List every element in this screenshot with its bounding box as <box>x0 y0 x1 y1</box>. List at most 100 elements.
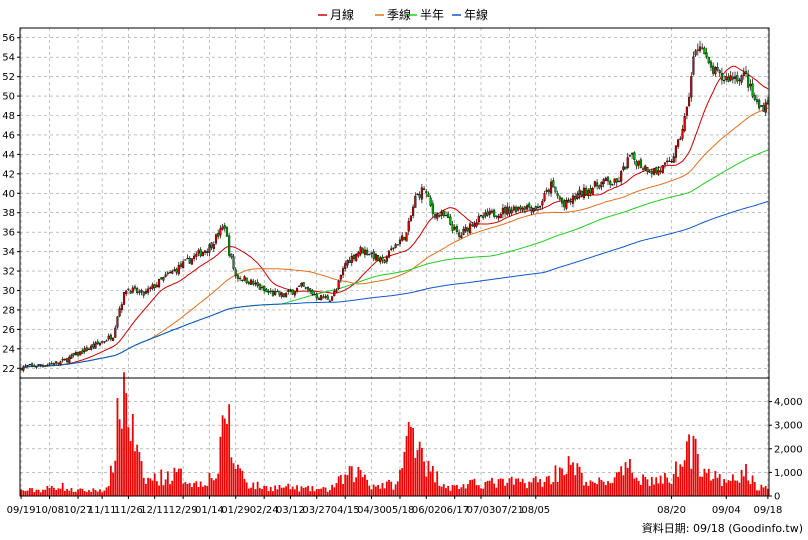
volume-bar <box>44 489 47 496</box>
candle-down <box>352 254 356 260</box>
candle-down <box>33 365 36 367</box>
candle-down <box>142 291 145 296</box>
volume-bar <box>348 466 351 496</box>
date-tick-label: 12/11 <box>140 505 169 516</box>
volume-bar <box>291 486 294 496</box>
volume-bar <box>355 477 358 496</box>
volume-bar <box>753 482 756 496</box>
candle-up <box>545 189 548 192</box>
candle-down <box>530 207 533 212</box>
candle-up <box>201 251 204 257</box>
volume-bar <box>558 467 561 496</box>
candle-down <box>306 286 310 290</box>
volume-bar <box>756 490 758 496</box>
candle-down <box>709 61 713 68</box>
date-tick-label: 09/19 <box>7 505 36 516</box>
volume-bar <box>670 483 673 496</box>
candle-down <box>738 79 741 81</box>
candle-up <box>565 200 568 209</box>
candle-down <box>514 206 518 213</box>
candle-up <box>674 145 677 158</box>
volume-bar <box>50 485 53 496</box>
volume-bar <box>760 484 763 496</box>
candle-down <box>427 193 430 198</box>
candle-up <box>114 327 117 338</box>
ma-line-240 <box>20 200 769 371</box>
candle-up <box>41 365 45 367</box>
candle-down <box>744 71 748 75</box>
volume-bar <box>523 483 526 496</box>
volume-tick-label: 0 <box>774 492 780 503</box>
candle-up <box>147 288 150 293</box>
plot-frames <box>19 27 770 497</box>
volume-bar <box>569 464 572 496</box>
volume-bar <box>70 488 73 496</box>
volume-bar <box>208 472 211 496</box>
volume-bar <box>217 473 220 496</box>
volume-bar <box>552 481 555 496</box>
candle-up <box>171 271 174 274</box>
volume-bar <box>639 484 642 496</box>
candle-up <box>24 365 27 367</box>
candle-down <box>633 152 636 160</box>
volume-bar <box>155 481 158 496</box>
volume-bar <box>64 490 66 496</box>
volume-bar <box>745 464 747 496</box>
price-tick-label: 34 <box>2 247 15 258</box>
volume-bar <box>517 478 520 496</box>
candle-down <box>258 283 261 290</box>
volume-bar <box>300 486 303 496</box>
volume-bar <box>368 485 371 496</box>
volume-bar <box>151 480 154 496</box>
volume-bar <box>464 488 467 496</box>
candle-up <box>320 295 323 301</box>
volume-bar <box>90 491 93 496</box>
volume-bar <box>550 484 552 496</box>
volume-bar <box>177 468 180 496</box>
volume-bar <box>734 480 736 496</box>
volume-bar <box>197 486 200 496</box>
volume-bar <box>293 489 296 496</box>
volume-bar <box>228 404 231 496</box>
volume-bar <box>677 476 680 496</box>
date-tick-label: 09/04 <box>712 505 741 516</box>
candle-up <box>543 193 546 202</box>
volume-bar <box>263 485 266 496</box>
candle-up <box>331 296 334 301</box>
candle-up <box>462 228 465 236</box>
volume-bar <box>762 487 765 496</box>
volume-bar <box>486 480 489 496</box>
volume-bar <box>604 484 607 496</box>
volume-bar <box>134 451 136 496</box>
candle-up <box>346 260 349 266</box>
candle-up <box>532 208 535 213</box>
volume-bar <box>767 488 769 496</box>
candle-down <box>366 250 369 255</box>
volume-bar <box>269 487 272 496</box>
volume-bar <box>620 466 623 496</box>
candle-up <box>131 287 134 293</box>
volume-bar <box>48 487 51 496</box>
volume-bar <box>149 478 152 496</box>
candle-up <box>120 304 123 310</box>
volume-bar <box>699 476 701 496</box>
volume-bar <box>383 488 386 496</box>
candle-down <box>495 215 498 218</box>
candle-down <box>731 76 734 80</box>
price-tick-label: 46 <box>2 130 15 141</box>
candle-up <box>499 213 502 219</box>
volume-bar <box>635 477 638 496</box>
volume-bar <box>521 478 524 496</box>
legend-label-monthly: 月線 <box>330 7 354 22</box>
candle-down <box>556 193 559 197</box>
date-tick-label: 04/15 <box>331 505 360 516</box>
volume-bar <box>668 482 671 496</box>
candle-up <box>694 50 697 56</box>
volume-bar <box>188 483 191 496</box>
volume-bar <box>109 465 112 496</box>
volume-bar <box>440 486 443 496</box>
candle-down <box>720 73 723 81</box>
candle-up <box>620 171 623 182</box>
candle-down <box>136 288 139 294</box>
candle-up <box>473 224 476 228</box>
